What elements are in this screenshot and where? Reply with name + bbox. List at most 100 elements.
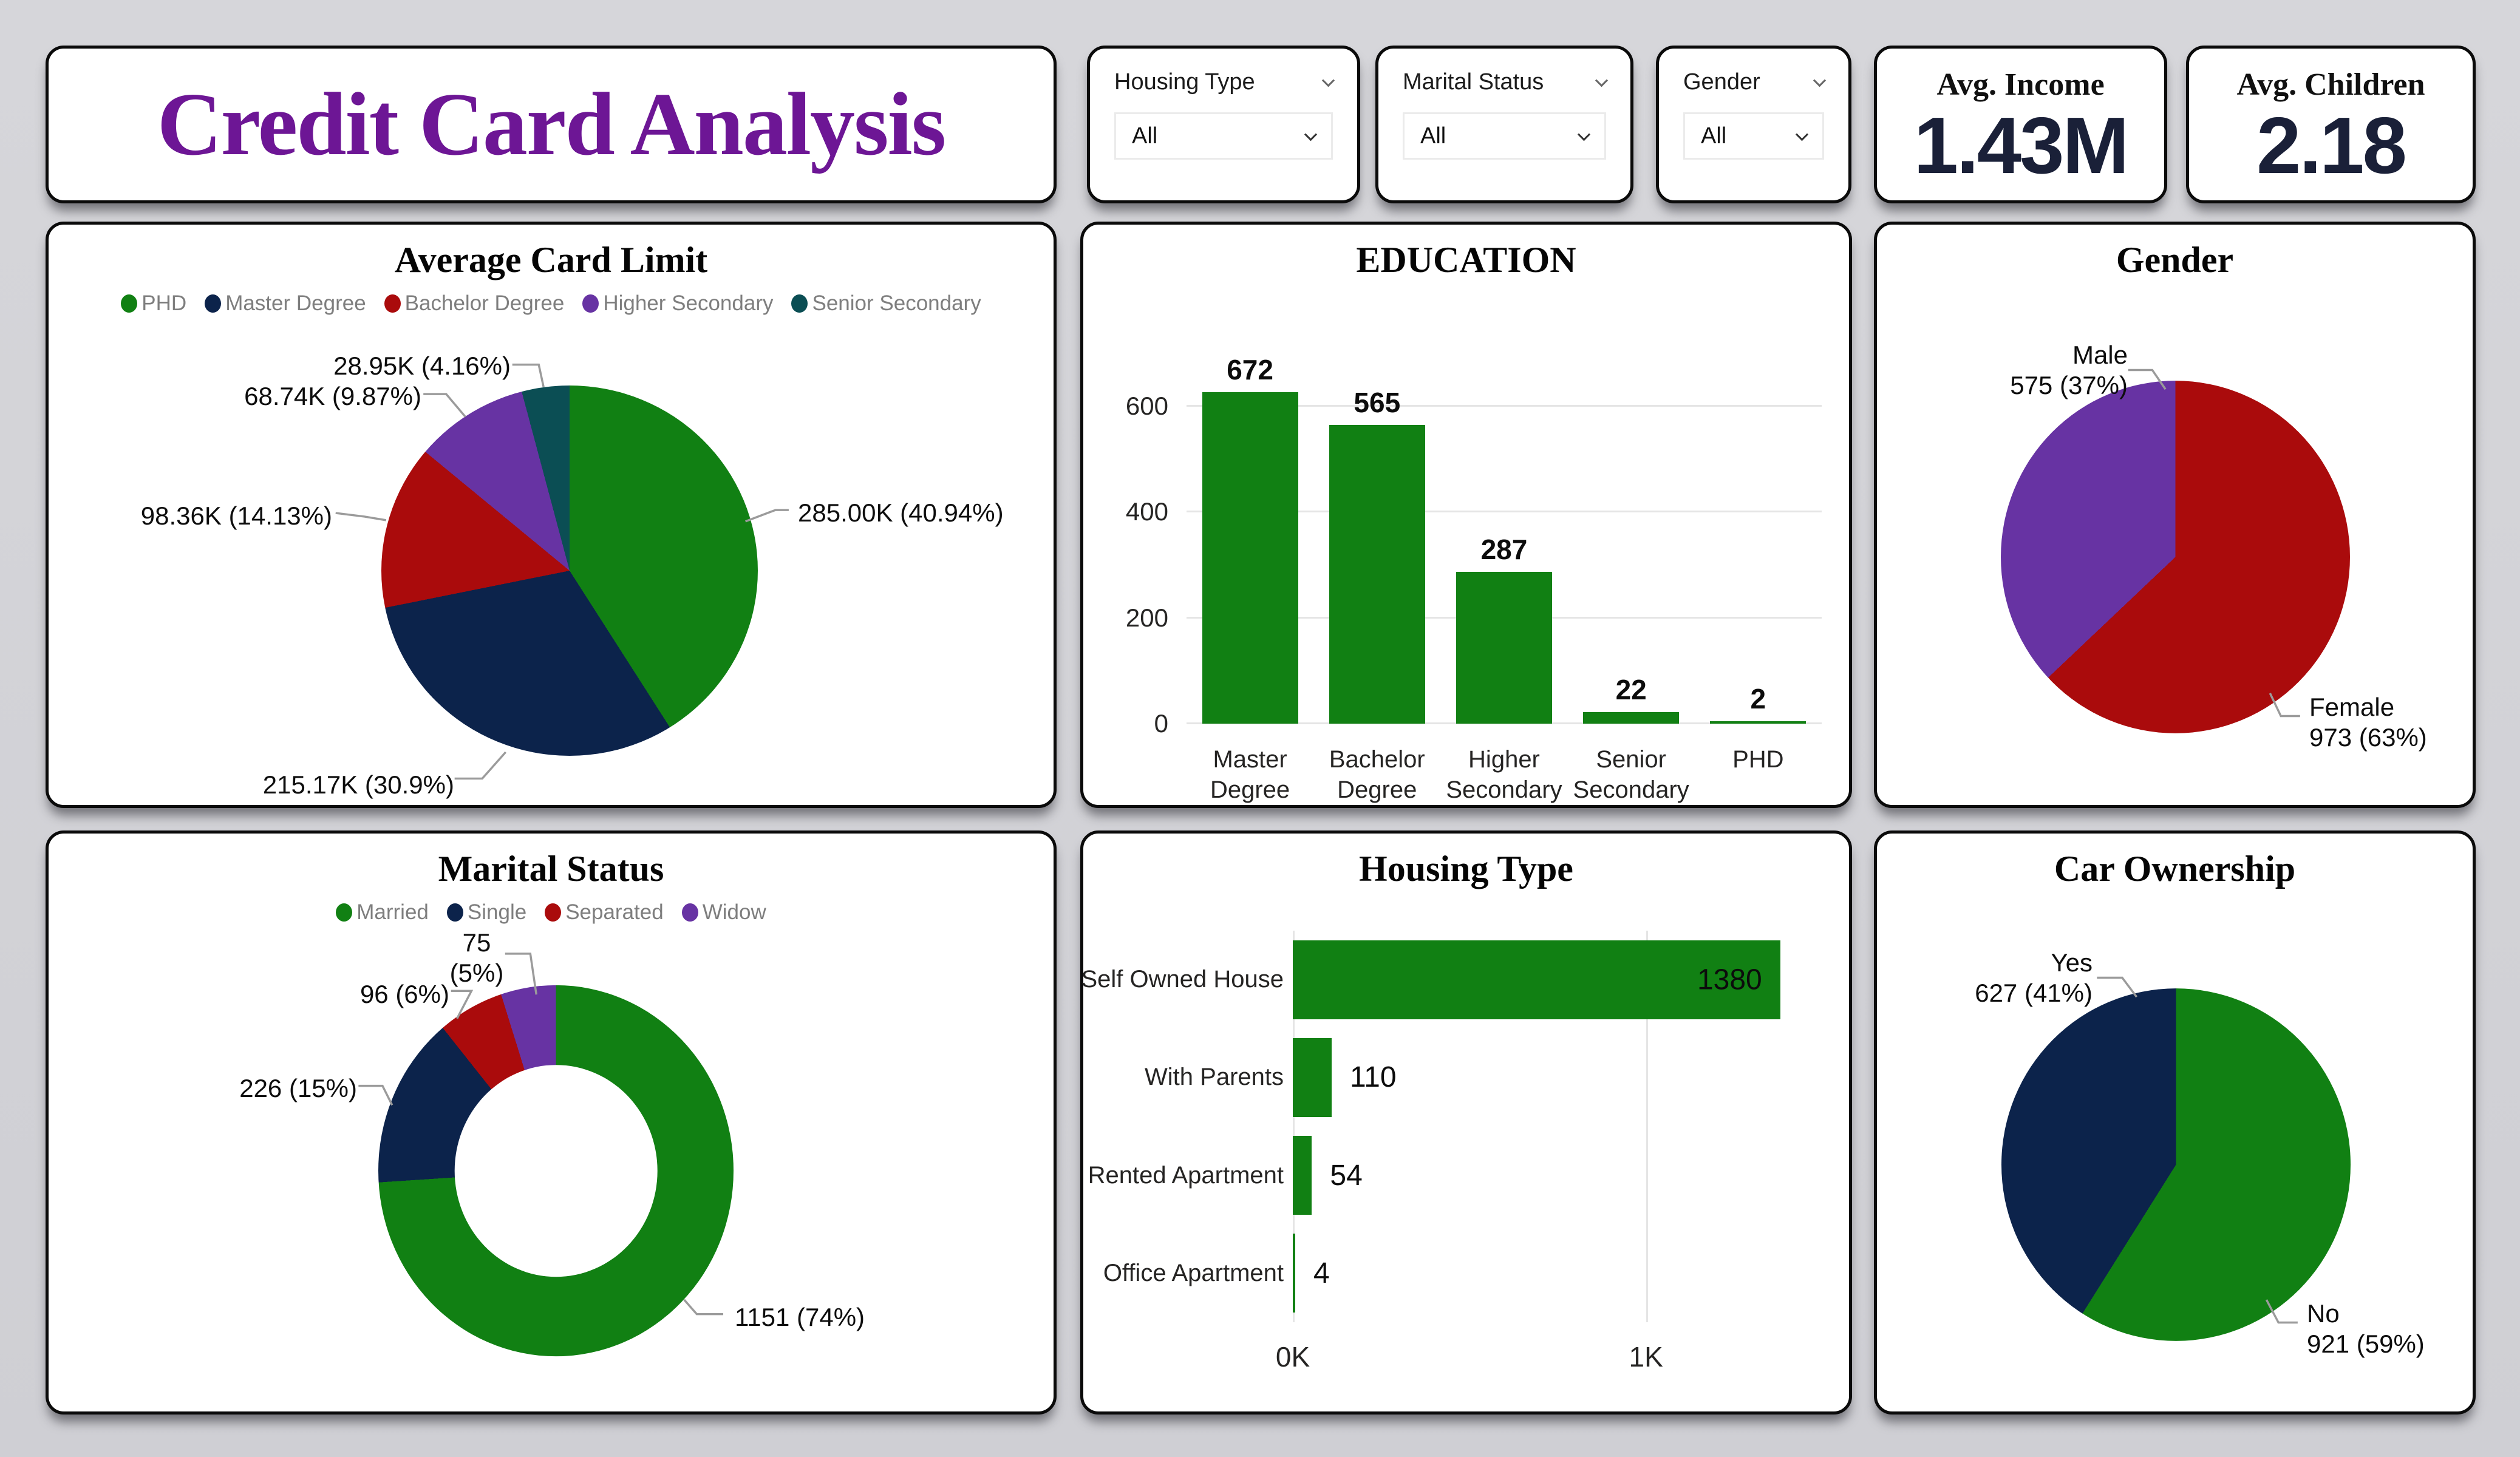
- y-axis-labels: Self Owned House With Parents Rented Apa…: [1081, 931, 1284, 1322]
- label-line: No: [2307, 1299, 2340, 1328]
- x-axis-label: Higher Secondary: [1442, 744, 1566, 805]
- education-plot: 0 200 400 600 672 565 287 22 2: [1126, 353, 1822, 736]
- gender-pie[interactable]: [2001, 381, 2350, 733]
- avg-card-limit-panel: Average Card Limit PHD Master Degree Bac…: [46, 222, 1057, 808]
- dropdown-value: All: [1420, 123, 1446, 149]
- gridline: [1646, 931, 1648, 1322]
- gender-dropdown[interactable]: All: [1683, 112, 1824, 160]
- gridline: [1187, 511, 1822, 513]
- bar-higher-secondary[interactable]: [1456, 571, 1552, 724]
- legend-label: Bachelor Degree: [404, 291, 565, 315]
- slice-label-separated: 96 (6%): [359, 980, 449, 1008]
- chevron-down-icon: [1304, 127, 1318, 141]
- legend-dot-icon: [121, 294, 138, 313]
- label-line: Male: [2072, 341, 2128, 369]
- bar-phd[interactable]: [1710, 721, 1807, 724]
- slice-label-higher-secondary: 68.74K (9.87%): [244, 382, 421, 410]
- dropdown-value: All: [1132, 123, 1158, 149]
- y-axis-label: With Parents: [1145, 1064, 1284, 1091]
- label-line: Bachelor: [1329, 746, 1425, 773]
- x-axis-label: Master Degree: [1188, 744, 1312, 805]
- legend-item-senior-secondary[interactable]: Senior Secondary: [791, 291, 981, 316]
- legend: PHD Master Degree Bachelor Degree Higher…: [49, 291, 1054, 316]
- bar-senior-secondary[interactable]: [1583, 712, 1680, 724]
- kpi-label: Avg. Children: [2236, 67, 2425, 102]
- label-line: Higher: [1468, 746, 1540, 773]
- label-line: Degree: [1337, 776, 1417, 803]
- filter-gender: Gender All: [1656, 46, 1851, 203]
- legend-item-higher-secondary[interactable]: Higher Secondary: [582, 291, 773, 316]
- bar-bachelor-degree[interactable]: [1329, 424, 1425, 724]
- label-line: Female: [2309, 693, 2395, 721]
- label-line: Senior: [1596, 746, 1666, 773]
- legend-item-bachelor-degree[interactable]: Bachelor Degree: [384, 291, 565, 316]
- bar-column-phd: 2: [1696, 353, 1820, 724]
- x-axis-labels: Master Degree Bachelor Degree Higher Second…: [1187, 744, 1822, 805]
- panel-title: Average Card Limit: [394, 240, 708, 280]
- bar-self-owned-house[interactable]: 1380: [1293, 940, 1780, 1019]
- dashboard-title-card: Credit Card Analysis: [46, 46, 1057, 203]
- label-line: Secondary: [1573, 776, 1689, 803]
- x-axis-label: PHD: [1696, 744, 1820, 805]
- legend-label: Separated: [565, 900, 664, 924]
- kpi-value: 1.43M: [1913, 101, 2130, 190]
- bar-with-parents[interactable]: [1293, 1038, 1332, 1117]
- bar-rented-apartment[interactable]: [1293, 1136, 1312, 1215]
- label-line: Master: [1213, 746, 1287, 773]
- legend-item-married[interactable]: Married: [336, 900, 429, 925]
- marital-status-donut[interactable]: [378, 985, 734, 1357]
- panel-title: Car Ownership: [2054, 849, 2296, 889]
- chevron-down-icon[interactable]: [1595, 74, 1609, 87]
- y-axis-label: Self Owned House: [1081, 966, 1284, 993]
- panel-title: EDUCATION: [1356, 240, 1576, 280]
- avg-card-limit-pie[interactable]: [381, 385, 758, 756]
- slice-label-single: 226 (15%): [239, 1074, 357, 1102]
- gridline: [1187, 405, 1822, 407]
- x-axis-tick: 1K: [1629, 1341, 1663, 1373]
- y-axis-tick: 600: [1125, 392, 1168, 421]
- kpi-value: 2.18: [2256, 101, 2407, 190]
- slice-label-master: 215.17K (30.9%): [262, 770, 454, 799]
- bar-value-label: 4: [1313, 1257, 1330, 1289]
- bar-value-label: 110: [1349, 1061, 1397, 1094]
- panel-title: Marital Status: [438, 849, 664, 889]
- housing-type-dropdown[interactable]: All: [1114, 112, 1333, 160]
- label-line: 627 (41%): [1975, 979, 2093, 1007]
- bar-group: 672 565 287 22 2: [1187, 353, 1822, 724]
- bar-master-degree[interactable]: [1202, 392, 1298, 724]
- legend-dot-icon: [336, 903, 353, 922]
- legend-item-widow[interactable]: Widow: [681, 900, 766, 925]
- legend-item-master-degree[interactable]: Master Degree: [205, 291, 366, 316]
- legend-item-phd[interactable]: PHD: [121, 291, 186, 316]
- marital-status-dropdown[interactable]: All: [1403, 112, 1606, 160]
- car-ownership-pie[interactable]: [2001, 988, 2351, 1341]
- dropdown-value: All: [1701, 123, 1727, 149]
- bar-column-master: 672: [1188, 353, 1312, 724]
- label-line: PHD: [1732, 746, 1784, 773]
- y-axis-label: Rented Apartment: [1088, 1161, 1284, 1189]
- legend-label: Single: [467, 900, 527, 924]
- legend-label: Widow: [702, 900, 766, 924]
- y-axis-tick: 0: [1154, 709, 1168, 738]
- kpi-avg-income: Avg. Income 1.43M: [1874, 46, 2167, 203]
- legend-dot-icon: [384, 294, 401, 313]
- chevron-down-icon[interactable]: [1813, 74, 1827, 87]
- bar-value-label: 565: [1354, 386, 1401, 418]
- slice-label-female: Female 973 (63%): [2309, 692, 2427, 753]
- legend-item-separated[interactable]: Separated: [545, 900, 664, 925]
- legend-label: Senior Secondary: [812, 291, 981, 315]
- bar-value-label: 22: [1615, 673, 1647, 705]
- chevron-down-icon: [1577, 127, 1591, 141]
- housing-type-panel: Housing Type Self Owned House With Paren…: [1080, 830, 1852, 1415]
- slice-label-male: Male 575 (37%): [1944, 340, 2128, 401]
- bar-office-apartment[interactable]: [1293, 1234, 1295, 1313]
- bar-row-self-owned-house: 1380: [1293, 940, 1833, 1019]
- bar-value-label: 54: [1330, 1159, 1363, 1192]
- legend: Married Single Separated Widow: [49, 900, 1054, 925]
- bar-value-label: 2: [1750, 683, 1766, 715]
- bar-column-senior-secondary: 22: [1569, 353, 1694, 724]
- legend-item-single[interactable]: Single: [446, 900, 527, 925]
- donut-hole: [454, 1064, 658, 1277]
- chevron-down-icon[interactable]: [1321, 74, 1335, 87]
- y-axis-label: Office Apartment: [1103, 1259, 1284, 1286]
